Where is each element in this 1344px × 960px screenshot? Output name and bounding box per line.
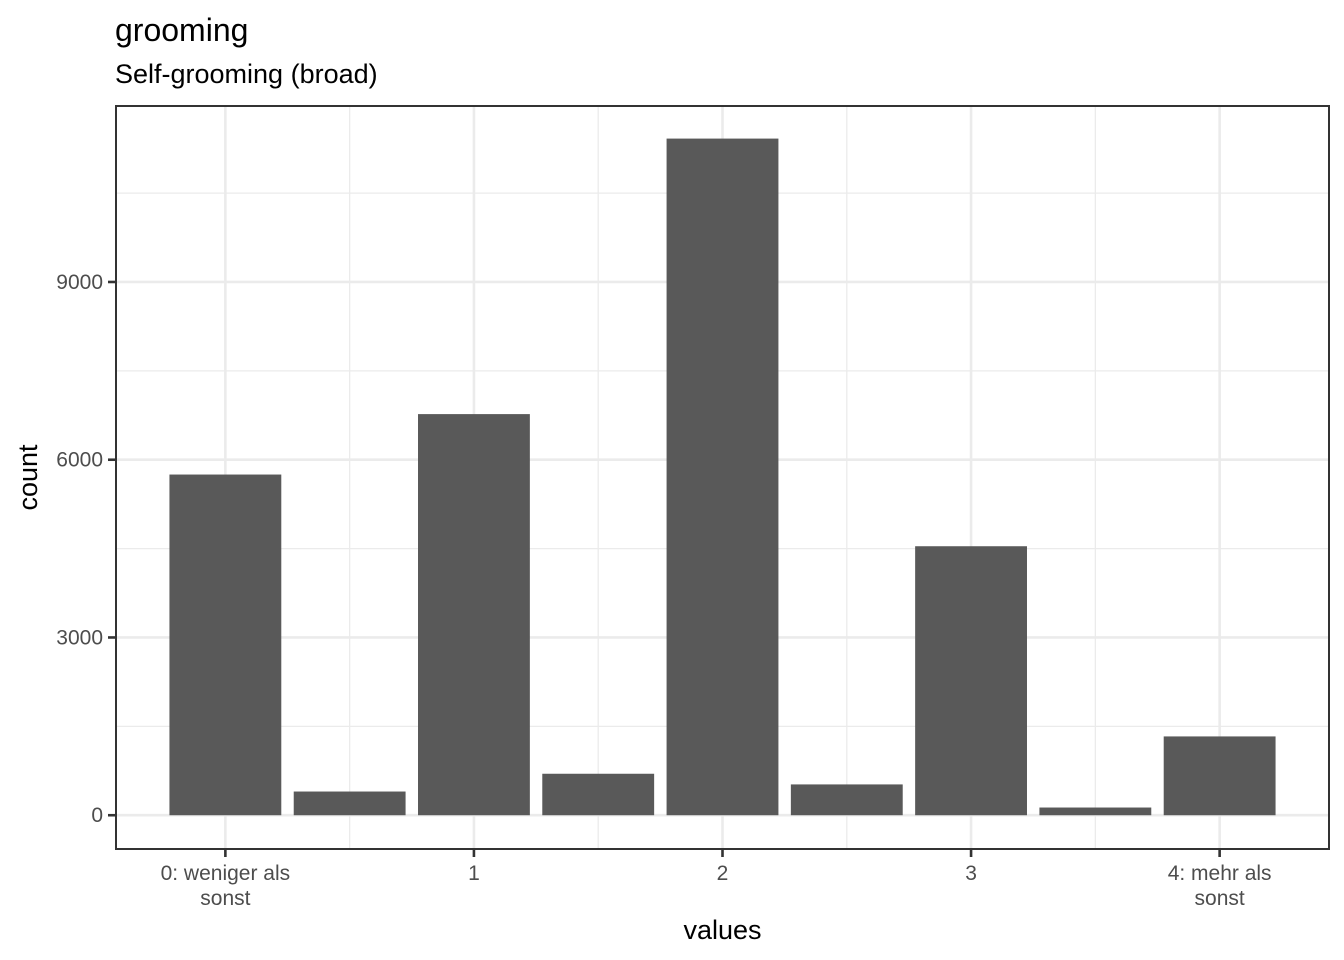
x-axis-title: values [683, 915, 761, 945]
y-axis: 0 3000 6000 9000 [56, 271, 116, 827]
bar [293, 791, 406, 816]
bar [542, 773, 655, 816]
bar [790, 784, 903, 816]
x-tick-label: 2 [717, 862, 729, 885]
y-tick-label: 0 [91, 804, 103, 827]
y-axis-title: count [13, 444, 43, 511]
chart-title: grooming [115, 12, 248, 48]
x-tick-label-line: 3 [965, 862, 977, 885]
bars [169, 138, 1276, 816]
bar [1163, 736, 1276, 816]
y-tick-label: 6000 [56, 449, 103, 472]
x-tick-label: 1 [468, 862, 480, 885]
x-tick-label: 4: mehr als sonst [1168, 862, 1272, 910]
y-tick-label: 3000 [56, 626, 103, 649]
bar [915, 546, 1027, 816]
bar [666, 138, 779, 816]
x-tick-label-line: sonst [1195, 887, 1245, 910]
bar [169, 474, 282, 816]
x-tick-label-line: 4: mehr als [1168, 862, 1272, 885]
x-tick-label: 0: weniger als sonst [161, 862, 291, 910]
y-tick-label: 9000 [56, 271, 103, 294]
bar [418, 414, 530, 816]
x-tick-label-line: sonst [200, 887, 250, 910]
chart-subtitle: Self-grooming (broad) [115, 59, 378, 89]
x-tick-label: 3 [965, 862, 977, 885]
x-tick-label-line: 0: weniger als [161, 862, 291, 885]
x-tick-label-line: 1 [468, 862, 480, 885]
bar [1039, 807, 1152, 816]
x-tick-label-line: 2 [717, 862, 729, 885]
plot-panel [115, 105, 1330, 850]
